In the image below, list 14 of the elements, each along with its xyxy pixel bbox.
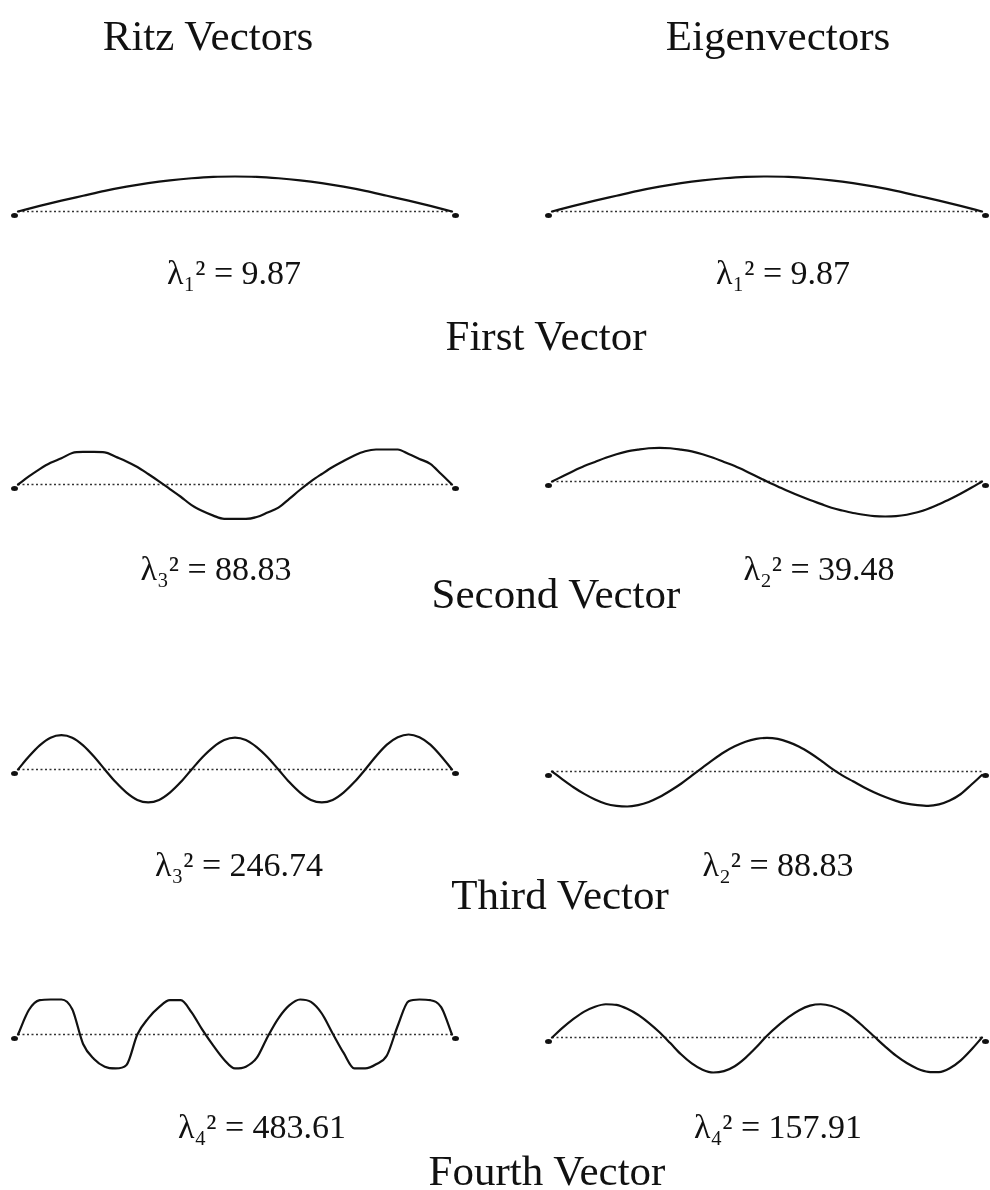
text: λ₂² = 39.48 — [743, 550, 895, 588]
text: First Vector — [445, 312, 647, 360]
text: λ₂² = 88.83 — [702, 846, 854, 884]
text: λ₄² = 483.61 — [177, 1108, 347, 1146]
text: Third Vector — [451, 871, 669, 919]
text: λ₁² = 9.87 — [166, 254, 302, 292]
chart-title: Ritz Vectors — [102, 12, 314, 60]
text: Fourth Vector — [428, 1147, 666, 1190]
text: λ₄² = 157.91 — [693, 1108, 863, 1146]
text: λ₃² = 246.74 — [154, 846, 324, 884]
chart-title: Eigenvectors — [665, 12, 891, 60]
text: Second Vector — [431, 570, 681, 618]
text: λ₁² = 9.87 — [715, 254, 851, 292]
text: λ₃² = 88.83 — [140, 550, 292, 588]
